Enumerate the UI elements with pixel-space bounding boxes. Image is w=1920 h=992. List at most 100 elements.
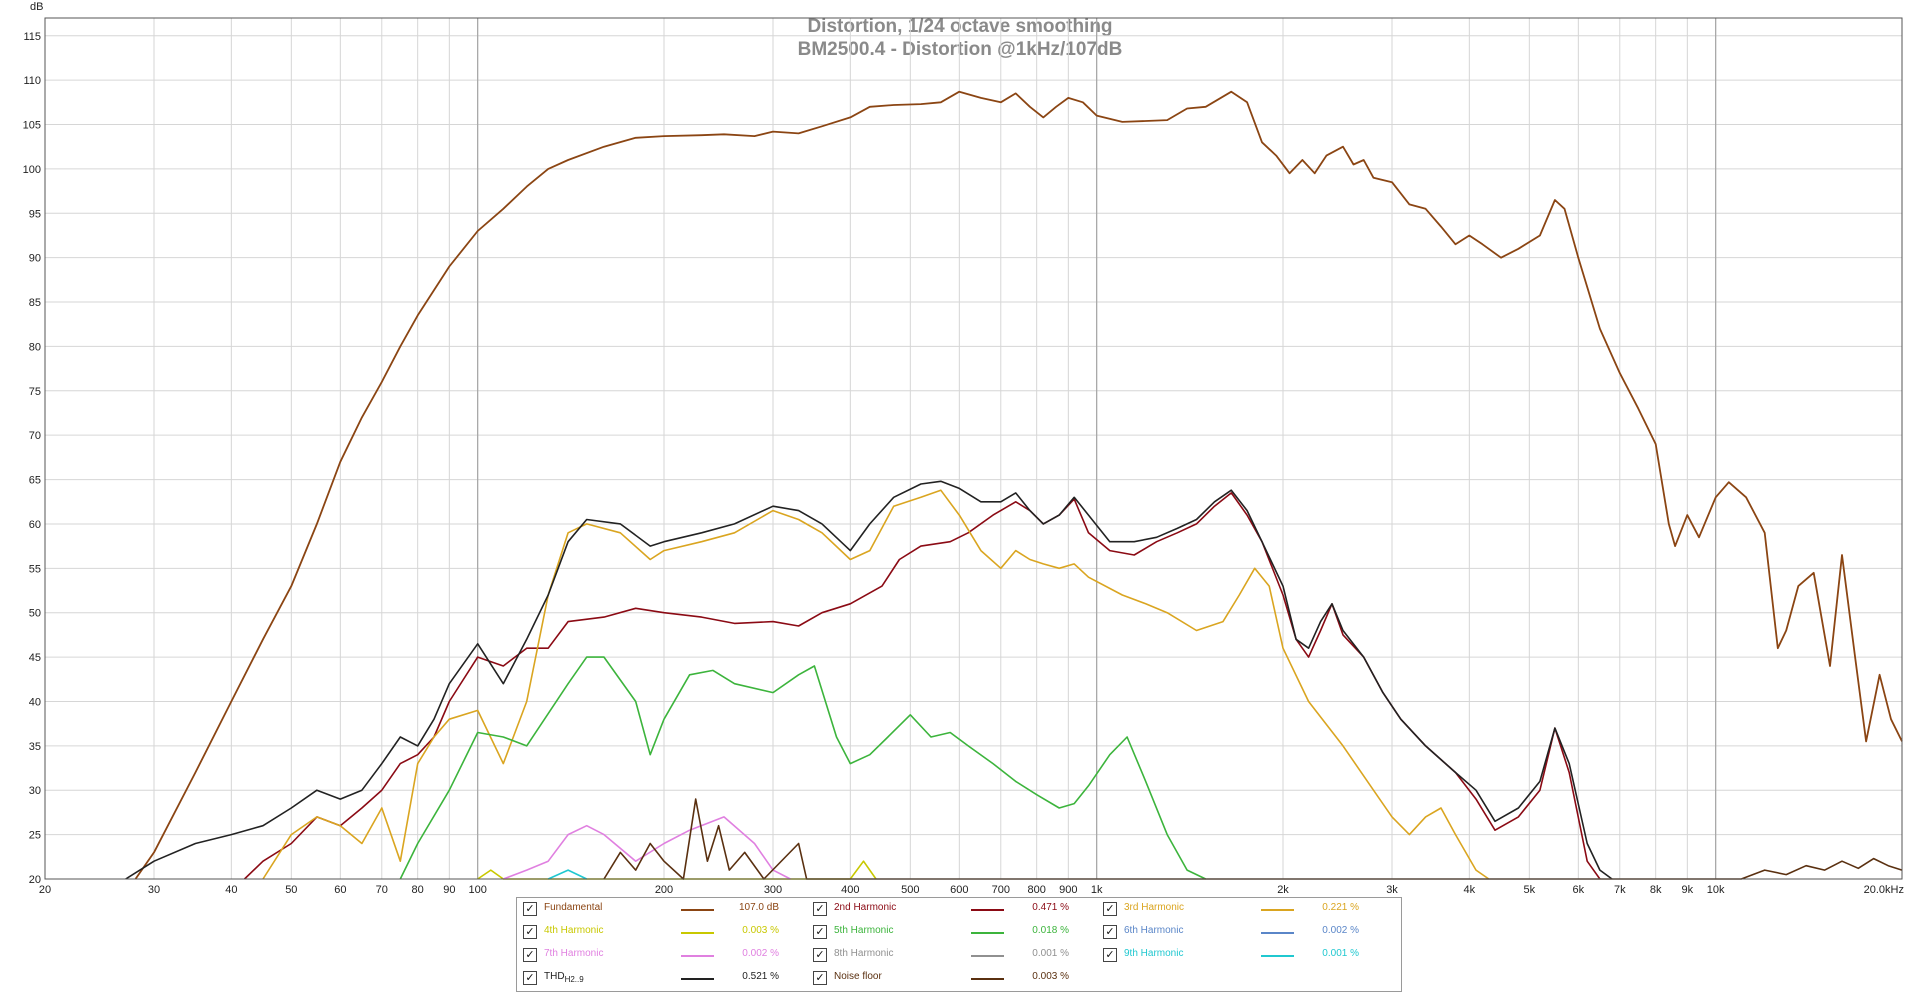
x-tick-label: 50 [285,884,297,896]
checkbox-checked-icon[interactable]: ✓ [1103,948,1117,962]
legend-swatch [681,955,714,957]
legend-item-5th-harmonic[interactable]: ✓ 5th Harmonic 0.018 % [807,921,1097,943]
legend-label: 6th Harmonic [1124,925,1184,936]
x-tick-label: 20.0kHz [1864,884,1904,896]
x-tick-label: 80 [412,884,424,896]
y-tick-label: 80 [29,341,41,353]
legend-label: 3rd Harmonic [1124,902,1185,913]
legend-item-thd[interactable]: ✓ THDH2..9 0.521 % [517,967,807,989]
series-lines [125,90,1903,880]
legend-label-sub: H2..9 [564,975,584,984]
legend-item-8th-harmonic[interactable]: ✓ 8th Harmonic 0.001 % [807,944,1097,966]
legend-value: 0.018 % [1032,925,1069,936]
x-tick-label: 30 [148,884,160,896]
legend-swatch [1261,955,1294,957]
checkbox-checked-icon[interactable]: ✓ [523,902,537,916]
legend-item-6th-harmonic[interactable]: ✓ 6th Harmonic 0.002 % [1097,921,1387,943]
y-tick-label: 85 [29,297,41,309]
x-tick-label: 1k [1091,884,1103,896]
x-tick-label: 2k [1277,884,1289,896]
y-tick-label: 75 [29,386,41,398]
checkbox-checked-icon[interactable]: ✓ [813,971,827,985]
legend-swatch [971,909,1004,911]
y-tick-label: 45 [29,652,41,664]
series-line-9th-harmonic [547,869,588,880]
x-tick-label: 20 [39,884,51,896]
x-tick-label: 8k [1650,884,1662,896]
y-axis-ticks: 20 25 30 35 40 45 50 55 60 65 70 75 80 85 90 95 100 105 11… [23,31,41,886]
legend-label: 4th Harmonic [544,925,604,936]
x-tick-label: 3k [1386,884,1398,896]
legend-value: 0.002 % [742,948,779,959]
legend-swatch [681,909,714,911]
legend-label: 7th Harmonic [544,948,604,959]
checkbox-checked-icon[interactable]: ✓ [523,925,537,939]
legend-swatch [971,978,1004,980]
legend-item-3rd-harmonic[interactable]: ✓ 3rd Harmonic 0.221 % [1097,898,1387,920]
y-axis-unit-label: dB [30,1,43,13]
x-tick-label: 10k [1707,884,1725,896]
legend-label: 8th Harmonic [834,948,894,959]
x-tick-label: 700 [992,884,1010,896]
legend-swatch [681,932,714,934]
series-line-thd-h2-9 [125,480,1613,880]
x-tick-label: 60 [334,884,346,896]
y-tick-label: 25 [29,830,41,842]
x-tick-label: 6k [1573,884,1585,896]
legend-item-9th-harmonic[interactable]: ✓ 9th Harmonic 0.001 % [1097,944,1387,966]
y-tick-label: 40 [29,696,41,708]
y-tick-label: 50 [29,608,41,620]
chart-title: Distortion, 1/24 octave smoothing [807,16,1112,37]
legend-item-4th-harmonic[interactable]: ✓ 4th Harmonic 0.003 % [517,921,807,943]
legend-item-fundamental[interactable]: ✓ Fundamental 107.0 dB [517,898,807,920]
legend-value: 0.003 % [742,925,779,936]
legend-value: 0.001 % [1032,948,1069,959]
x-tick-label: 200 [655,884,673,896]
legend-item-7th-harmonic[interactable]: ✓ 7th Harmonic 0.002 % [517,944,807,966]
legend-value: 0.521 % [742,971,779,982]
series-line-7th-harmonic [503,816,791,880]
x-tick-label: 70 [376,884,388,896]
checkbox-checked-icon[interactable]: ✓ [1103,902,1117,916]
checkbox-checked-icon[interactable]: ✓ [813,925,827,939]
series-line-3rd-harmonic [262,489,1490,880]
y-tick-label: 65 [29,475,41,487]
legend-swatch [971,932,1004,934]
y-tick-label: 70 [29,430,41,442]
x-tick-label: 7k [1614,884,1626,896]
legend-item-noise-floor[interactable]: ✓ Noise floor 0.003 % [807,967,1097,989]
distortion-chart: Distortion, 1/24 octave smoothing BM2500… [23,1,1904,896]
legend-label: THDH2..9 [544,971,584,984]
y-tick-label: 110 [23,75,41,87]
x-tick-label: 400 [841,884,859,896]
legend-value: 107.0 dB [738,902,779,913]
legend-value: 0.221 % [1322,902,1359,913]
plot-frame [44,17,1903,880]
legend-swatch [1261,909,1294,911]
series-line-fundamental [134,90,1903,880]
y-tick-label: 100 [23,164,41,176]
x-tick-label: 5k [1524,884,1536,896]
checkbox-checked-icon[interactable]: ✓ [523,971,537,985]
checkbox-checked-icon[interactable]: ✓ [813,948,827,962]
x-tick-label: 40 [225,884,237,896]
y-tick-label: 35 [29,741,41,753]
x-tick-label: 100 [468,884,486,896]
legend-item-2nd-harmonic[interactable]: ✓ 2nd Harmonic 0.471 % [807,898,1097,920]
x-tick-label: 800 [1027,884,1045,896]
legend-label: 5th Harmonic [834,925,894,936]
y-tick-label: 20 [29,874,41,886]
checkbox-checked-icon[interactable]: ✓ [1103,925,1117,939]
legend-value: 0.471 % [1032,902,1069,913]
x-tick-label: 4k [1464,884,1476,896]
y-tick-label: 115 [23,31,41,43]
checkbox-checked-icon[interactable]: ✓ [523,948,537,962]
legend-swatch [1261,932,1294,934]
x-tick-label: 9k [1682,884,1694,896]
checkbox-checked-icon[interactable]: ✓ [813,902,827,916]
y-tick-label: 30 [29,785,41,797]
y-tick-label: 105 [23,120,41,132]
legend-label: 2nd Harmonic [834,902,897,913]
x-tick-label: 600 [950,884,968,896]
y-tick-label: 60 [29,519,41,531]
